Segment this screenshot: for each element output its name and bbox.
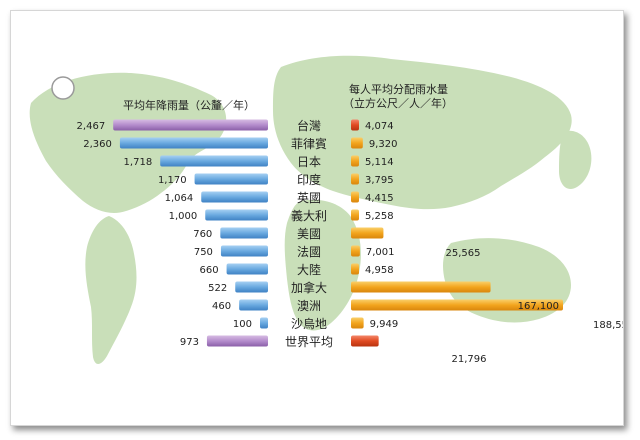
right-bar-value-label: 4,958 — [365, 265, 394, 276]
right-bar-value-label: 21,796 — [452, 354, 487, 365]
left-bar — [119, 137, 268, 149]
right-bar-value-label: 167,100 — [518, 301, 559, 312]
rainfall-chart: 2,467 台灣 4,074 2,360 菲律賓 9,320 1,718 日本 5,114 1,1… — [29, 55, 623, 365]
right-bar — [351, 191, 359, 203]
left-bar-value-label: 1,000 — [169, 211, 198, 222]
left-bar-value-label: 660 — [199, 265, 218, 276]
category-label: 印度 — [297, 172, 321, 187]
left-bar-value-label: 460 — [212, 301, 231, 312]
right-bar — [351, 155, 359, 167]
right-bar — [351, 173, 359, 185]
right-bar — [351, 137, 363, 149]
left-bar — [113, 119, 268, 131]
right-bar-value-label: 5,114 — [365, 157, 394, 168]
right-bar — [351, 209, 359, 221]
world-map-background — [29, 55, 592, 365]
left-bar — [220, 245, 268, 257]
right-bar — [351, 299, 563, 311]
right-bar — [351, 227, 384, 239]
chart-frame: 2,467 台灣 4,074 2,360 菲律賓 9,320 1,718 日本 5,114 1,1… — [10, 10, 624, 426]
category-label: 英國 — [297, 191, 321, 205]
category-label: 美國 — [297, 227, 321, 241]
category-label: 世界平均 — [285, 335, 333, 349]
left-bar-value-label: 2,467 — [77, 121, 106, 132]
left-bar — [226, 263, 268, 275]
right-bar-value-label: 5,258 — [365, 211, 394, 222]
category-label: 沙烏地 — [291, 317, 327, 331]
left-bar-value-label: 1,718 — [124, 157, 153, 168]
category-label: 台灣 — [297, 118, 321, 133]
right-bar-value-label: 4,074 — [365, 121, 394, 132]
binder-hole-decoration — [51, 76, 75, 100]
category-label: 法國 — [297, 245, 321, 259]
left-bar — [160, 155, 268, 167]
category-label: 加拿大 — [291, 280, 327, 295]
right-bar-value-label: 3,795 — [365, 175, 394, 186]
left-bar-value-label: 100 — [233, 319, 252, 330]
left-bar-value-label: 1,064 — [165, 193, 194, 204]
left-bar — [235, 281, 268, 293]
left-bar — [260, 317, 268, 329]
left-bar — [194, 173, 268, 185]
left-chart-title: 平均年降雨量（公釐／年） — [123, 99, 255, 112]
left-bar — [205, 209, 268, 221]
right-bar-value-label: 25,565 — [446, 248, 481, 259]
right-chart-subtitle: （立方公尺／人／年） — [343, 97, 453, 110]
left-bar-value-label: 750 — [194, 247, 213, 258]
category-label: 澳洲 — [297, 299, 321, 313]
right-bar-value-label: 9,320 — [369, 139, 398, 150]
category-label: 菲律賓 — [291, 136, 327, 151]
left-bar-value-label: 973 — [180, 337, 199, 348]
overflow-value-label: 188,55 — [593, 320, 623, 331]
left-bar — [239, 299, 268, 311]
right-chart-title: 每人平均分配雨水量 — [349, 83, 448, 96]
left-bar — [206, 335, 268, 347]
left-bar-value-label: 1,170 — [158, 175, 187, 186]
left-bar — [220, 227, 268, 239]
right-bar-value-label: 4,415 — [365, 193, 394, 204]
category-label: 義大利 — [291, 208, 327, 223]
left-bar — [201, 191, 268, 203]
left-bar-value-label: 522 — [208, 283, 227, 294]
right-bar — [351, 263, 359, 275]
category-label: 大陸 — [297, 263, 321, 277]
right-bar-value-label: 9,949 — [370, 319, 399, 330]
right-bar — [351, 245, 360, 257]
right-bar — [351, 281, 491, 293]
left-bar-value-label: 2,360 — [83, 139, 112, 150]
chart-rows: 2,467 台灣 4,074 2,360 菲律賓 9,320 1,718 日本 5,114 1,1… — [77, 118, 623, 365]
right-bar — [351, 317, 364, 329]
right-bar — [351, 335, 379, 347]
left-bar-value-label: 760 — [193, 229, 212, 240]
right-bar — [351, 119, 359, 131]
category-label: 日本 — [297, 155, 321, 169]
right-bar-value-label: 7,001 — [366, 247, 395, 258]
